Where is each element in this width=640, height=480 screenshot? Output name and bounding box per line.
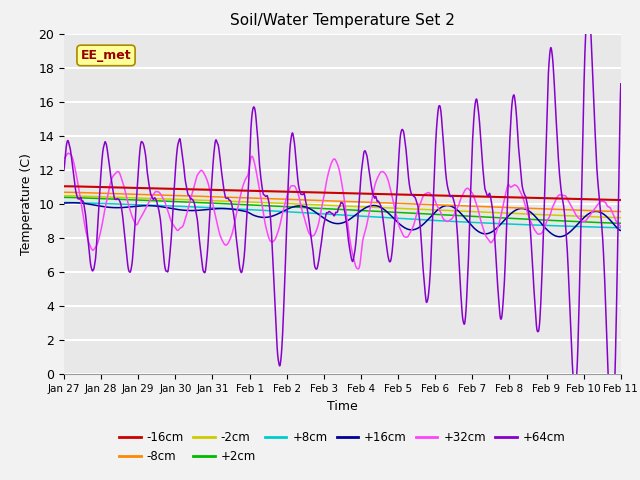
Text: EE_met: EE_met [81,49,131,62]
Title: Soil/Water Temperature Set 2: Soil/Water Temperature Set 2 [230,13,455,28]
Legend: -16cm, -8cm, -2cm, +2cm, +8cm, +16cm, +32cm, +64cm: -16cm, -8cm, -2cm, +2cm, +8cm, +16cm, +3… [120,432,565,463]
X-axis label: Time: Time [327,400,358,413]
Y-axis label: Temperature (C): Temperature (C) [20,153,33,255]
